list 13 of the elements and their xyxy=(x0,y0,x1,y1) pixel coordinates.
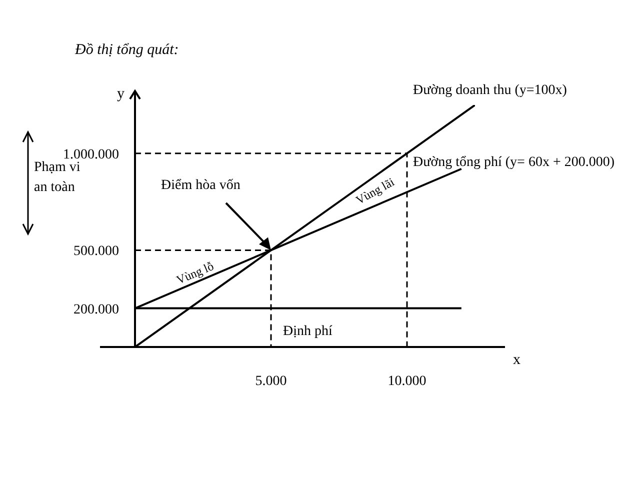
annotation: Vùng lãi xyxy=(353,174,397,208)
series-label: Đường doanh thu (y=100x) xyxy=(413,83,567,99)
y-tick-label: 500.000 xyxy=(74,244,119,260)
x-axis-title: x xyxy=(513,352,520,369)
series-label: Đường tổng phí (y= 60x + 200.000) xyxy=(413,155,614,172)
series-label: Định phí xyxy=(283,324,332,340)
annotation: Điểm hòa vốn xyxy=(161,178,240,194)
annotation: Vùng lỗ xyxy=(174,258,216,287)
y-axis-title: y xyxy=(117,86,124,103)
x-tick-label: 10.000 xyxy=(388,374,426,389)
x-tick-label: 5.000 xyxy=(255,374,287,389)
y-tick-label: 200.000 xyxy=(74,302,119,318)
chart-title: Đồ thị tổng quát: xyxy=(75,42,179,59)
